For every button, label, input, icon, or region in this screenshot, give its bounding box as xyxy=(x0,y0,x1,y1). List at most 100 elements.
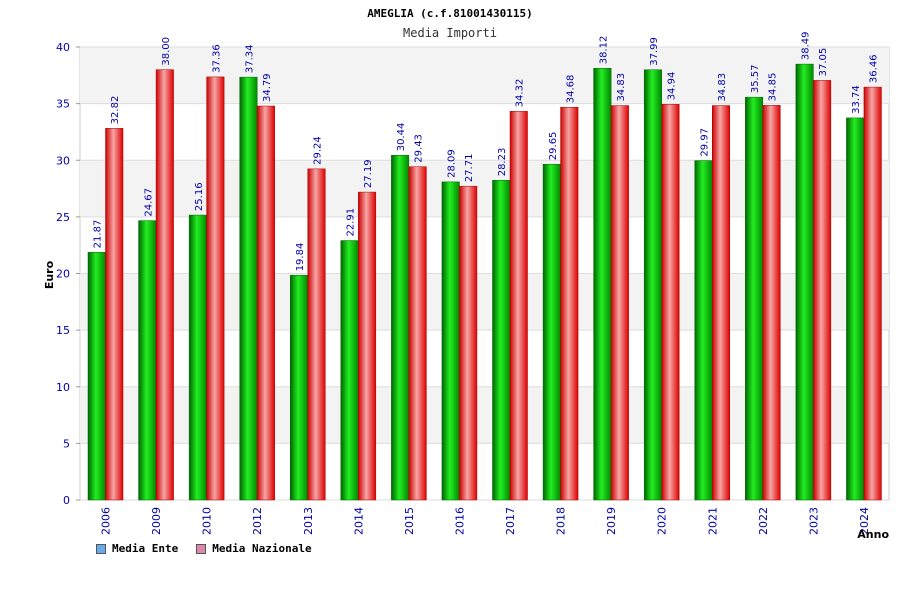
x-tick-label: 2017 xyxy=(504,507,517,535)
bar-media-ente-2014 xyxy=(340,240,359,501)
data-label: 19.84 xyxy=(295,243,306,272)
y-tick-label: 40 xyxy=(56,41,70,54)
bar-media-ente-2021 xyxy=(694,160,713,501)
x-tick-label: 2022 xyxy=(757,507,770,535)
x-tick-label: 2014 xyxy=(352,507,365,535)
data-label: 38.49 xyxy=(801,31,812,60)
bar-media-nazionale-2017 xyxy=(509,111,528,501)
data-label: 34.83 xyxy=(616,73,627,102)
bar-media-ente-2012 xyxy=(239,76,258,501)
data-label: 32.82 xyxy=(110,96,121,125)
y-tick-label: 20 xyxy=(56,268,70,281)
bar-media-ente-2020 xyxy=(643,69,662,501)
data-label: 38.12 xyxy=(598,36,609,65)
bar-media-nazionale-2009 xyxy=(155,69,174,501)
bar-media-ente-2022 xyxy=(745,96,764,501)
y-tick-label: 35 xyxy=(56,98,70,111)
x-tick-label: 2018 xyxy=(555,507,568,535)
bar-media-nazionale-2006 xyxy=(105,128,124,501)
data-label: 28.23 xyxy=(497,148,508,177)
bar-media-nazionale-2012 xyxy=(256,105,275,501)
data-label: 29.65 xyxy=(548,132,559,161)
data-label: 35.57 xyxy=(750,65,761,94)
data-label: 24.67 xyxy=(143,188,154,217)
data-label: 34.68 xyxy=(565,75,576,104)
bar-media-nazionale-2018 xyxy=(560,106,579,501)
x-tick-label: 2006 xyxy=(100,507,113,535)
chart-title: AMEGLIA (c.f.81001430115) xyxy=(367,7,533,20)
data-label: 37.99 xyxy=(649,37,660,66)
data-label: 37.34 xyxy=(244,44,255,73)
data-label: 36.46 xyxy=(869,54,880,83)
x-tick-label: 2015 xyxy=(403,507,416,535)
bars: 21.87 32.82 24.67 38.00 25.16 37.36 37.34 34.79… xyxy=(87,31,882,501)
y-tick-label: 0 xyxy=(63,494,70,507)
data-label: 29.24 xyxy=(313,136,324,165)
bar-media-nazionale-2021 xyxy=(712,105,730,501)
x-tick-label: 2009 xyxy=(150,507,163,535)
bar-media-ente-2009 xyxy=(138,220,157,501)
bar-media-ente-2013 xyxy=(290,275,308,501)
bar-media-nazionale-2015 xyxy=(408,166,427,501)
bar-media-ente-2015 xyxy=(391,155,410,501)
data-label: 30.44 xyxy=(396,123,407,152)
bar-media-nazionale-2010 xyxy=(206,76,225,501)
x-tick-label: 2013 xyxy=(302,507,315,535)
data-label: 27.19 xyxy=(363,159,374,188)
data-label: 29.97 xyxy=(700,128,711,157)
legend-item-media-ente: Media Ente xyxy=(96,542,178,555)
bar-media-ente-2018 xyxy=(542,163,561,501)
x-tick-label: 2010 xyxy=(201,507,214,535)
legend-item-media-nazionale: Media Nazionale xyxy=(196,542,312,555)
y-tick-label: 30 xyxy=(56,154,70,167)
data-label: 37.36 xyxy=(211,44,222,73)
legend-label-media-ente: Media Ente xyxy=(112,542,179,555)
data-label: 34.79 xyxy=(262,73,273,102)
legend-label-media-nazionale: Media Nazionale xyxy=(212,542,312,555)
bar-media-ente-2006 xyxy=(87,252,106,501)
x-axis-title: Anno xyxy=(857,528,889,541)
bar-media-nazionale-2019 xyxy=(610,105,629,501)
legend-swatch-media-ente xyxy=(96,543,106,554)
data-label: 22.91 xyxy=(346,208,357,237)
data-label: 34.85 xyxy=(768,73,779,102)
bar-media-nazionale-2024 xyxy=(863,86,882,501)
bar-media-nazionale-2014 xyxy=(358,191,377,501)
chart-subtitle: Media Importi xyxy=(403,26,497,40)
x-tick-label: 2024 xyxy=(858,507,871,535)
bar-media-nazionale-2013 xyxy=(307,168,326,501)
bar-media-nazionale-2023 xyxy=(813,80,832,501)
y-tick-label: 5 xyxy=(63,437,70,450)
bar-media-ente-2016 xyxy=(441,181,460,501)
bar-media-nazionale-2016 xyxy=(459,185,478,501)
data-label: 29.43 xyxy=(414,134,425,163)
legend: Media Ente Media Nazionale xyxy=(96,542,312,555)
data-label: 28.09 xyxy=(447,149,458,178)
legend-swatch-media-nazionale xyxy=(196,543,207,554)
data-label: 27.71 xyxy=(464,154,475,183)
bar-media-ente-2023 xyxy=(795,63,814,501)
bar-media-nazionale-2020 xyxy=(661,104,680,501)
data-label: 34.94 xyxy=(666,72,677,101)
x-tick-label: 2016 xyxy=(453,507,466,535)
bar-media-nazionale-2022 xyxy=(762,105,781,501)
y-axis-ticks: 0 5 10 15 20 25 30 35 40 xyxy=(56,41,80,507)
y-axis-title: Euro xyxy=(43,260,56,289)
bar-media-ente-2019 xyxy=(593,68,612,501)
data-label: 21.87 xyxy=(93,220,104,249)
bar-media-ente-2024 xyxy=(846,117,865,501)
y-tick-label: 10 xyxy=(56,381,70,394)
data-label: 34.83 xyxy=(717,73,728,102)
data-label: 38.00 xyxy=(161,37,172,66)
x-tick-label: 2019 xyxy=(605,507,618,535)
x-tick-label: 2020 xyxy=(656,507,669,535)
data-label: 25.16 xyxy=(194,182,205,211)
data-label: 33.74 xyxy=(851,85,862,114)
y-tick-label: 15 xyxy=(56,324,70,337)
x-tick-label: 2021 xyxy=(706,507,719,535)
data-label: 34.32 xyxy=(515,79,526,108)
bar-media-ente-2017 xyxy=(492,180,511,501)
bar-media-ente-2010 xyxy=(188,214,207,501)
x-tick-label: 2023 xyxy=(807,507,820,535)
